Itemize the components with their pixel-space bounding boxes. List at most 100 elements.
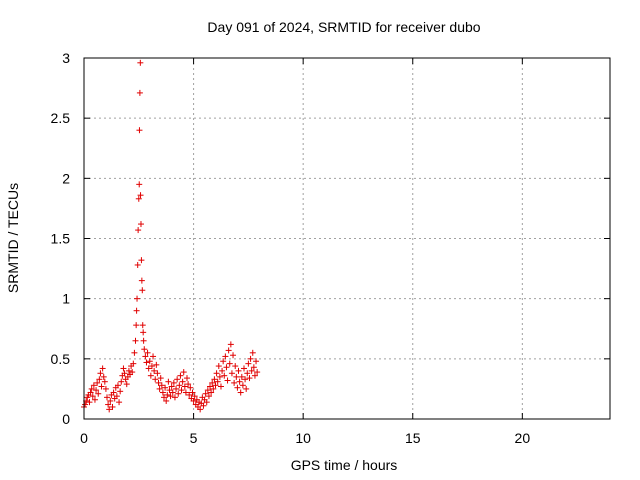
data-point — [251, 372, 258, 379]
data-point — [243, 385, 250, 392]
data-point — [238, 373, 245, 380]
x-tick-label: 10 — [295, 430, 311, 446]
data-point — [219, 367, 226, 374]
x-tick-label: 15 — [405, 430, 421, 446]
chart-title: Day 091 of 2024, SRMTID for receiver dub… — [207, 19, 480, 35]
data-point — [207, 383, 214, 390]
data-point — [109, 403, 116, 410]
data-point — [105, 401, 112, 408]
data-point — [136, 127, 143, 134]
data-point — [225, 347, 232, 354]
data-point — [168, 383, 175, 390]
data-point — [249, 349, 256, 356]
data-point — [150, 353, 157, 360]
data-point — [185, 381, 192, 388]
data-point — [145, 365, 152, 372]
ticks: 0 5 10 15 20 0 0.5 1 1.5 2 2.5 3 — [51, 50, 610, 446]
data-point — [191, 393, 198, 400]
y-tick-label: 0 — [62, 411, 70, 427]
data-point — [131, 349, 138, 356]
data-point — [99, 365, 106, 372]
data-point — [129, 369, 136, 376]
data-point — [118, 378, 125, 385]
data-point — [158, 382, 165, 389]
data-point — [228, 370, 235, 377]
data-point — [121, 370, 128, 377]
data-point — [138, 277, 145, 284]
data-point — [155, 379, 162, 386]
data-point — [231, 379, 238, 386]
data-point — [197, 406, 204, 413]
data-point — [157, 375, 164, 382]
data-point — [135, 195, 142, 202]
data-point — [113, 393, 120, 400]
data-point — [136, 181, 143, 188]
data-point — [165, 378, 172, 385]
data-point — [184, 375, 191, 382]
y-tick-label: 3 — [62, 50, 70, 66]
data-point — [141, 346, 148, 353]
data-point — [130, 360, 137, 367]
x-tick-label: 0 — [80, 430, 88, 446]
data-point — [174, 376, 181, 383]
data-point — [90, 382, 97, 389]
data-point — [133, 322, 140, 329]
data-point — [208, 389, 215, 396]
y-tick-label: 2 — [62, 170, 70, 186]
data-point — [169, 389, 176, 396]
data-point — [189, 389, 196, 396]
data-point — [159, 389, 166, 396]
data-point — [202, 390, 209, 397]
data-point — [86, 399, 93, 406]
data-point — [170, 379, 177, 386]
data-point — [106, 406, 113, 413]
data-point — [116, 399, 123, 406]
data-point — [102, 385, 109, 392]
data-point — [133, 307, 140, 314]
data-point — [137, 59, 144, 66]
data-point — [107, 397, 114, 404]
data-point — [230, 352, 237, 359]
data-point — [117, 388, 124, 395]
data-point — [173, 385, 180, 392]
y-tick-label: 1.5 — [51, 231, 71, 247]
data-point — [237, 389, 244, 396]
data-point — [137, 221, 144, 228]
data-point — [152, 376, 159, 383]
data-point — [205, 393, 212, 400]
data-point — [140, 337, 147, 344]
data-point — [222, 353, 229, 360]
data-point — [181, 383, 188, 390]
data-point — [142, 353, 149, 360]
data-point — [224, 377, 231, 384]
data-point — [226, 360, 233, 367]
data-point — [163, 397, 170, 404]
data-point — [93, 387, 100, 394]
data-point — [143, 359, 150, 366]
data-point — [216, 373, 223, 380]
data-point — [171, 394, 178, 401]
data-point — [176, 382, 183, 389]
data-point — [160, 394, 167, 401]
data-point — [147, 372, 154, 379]
data-point — [203, 399, 210, 406]
data-point — [97, 370, 104, 377]
data-point — [139, 287, 146, 294]
x-tick-label: 20 — [515, 430, 531, 446]
data-point — [211, 376, 218, 383]
data-point — [132, 337, 139, 344]
data-point — [94, 379, 101, 386]
data-point — [186, 391, 193, 398]
data-point — [82, 401, 89, 408]
data-point — [244, 370, 251, 377]
data-point — [88, 385, 95, 392]
data-point — [134, 295, 141, 302]
data-point — [136, 89, 143, 96]
data-point — [134, 261, 141, 268]
data-point — [215, 363, 222, 370]
plot-frame — [83, 57, 611, 420]
y-tick-label: 1 — [62, 291, 70, 307]
data-point — [214, 378, 221, 385]
y-axis-label: SRMTID / TECUs — [5, 183, 21, 293]
